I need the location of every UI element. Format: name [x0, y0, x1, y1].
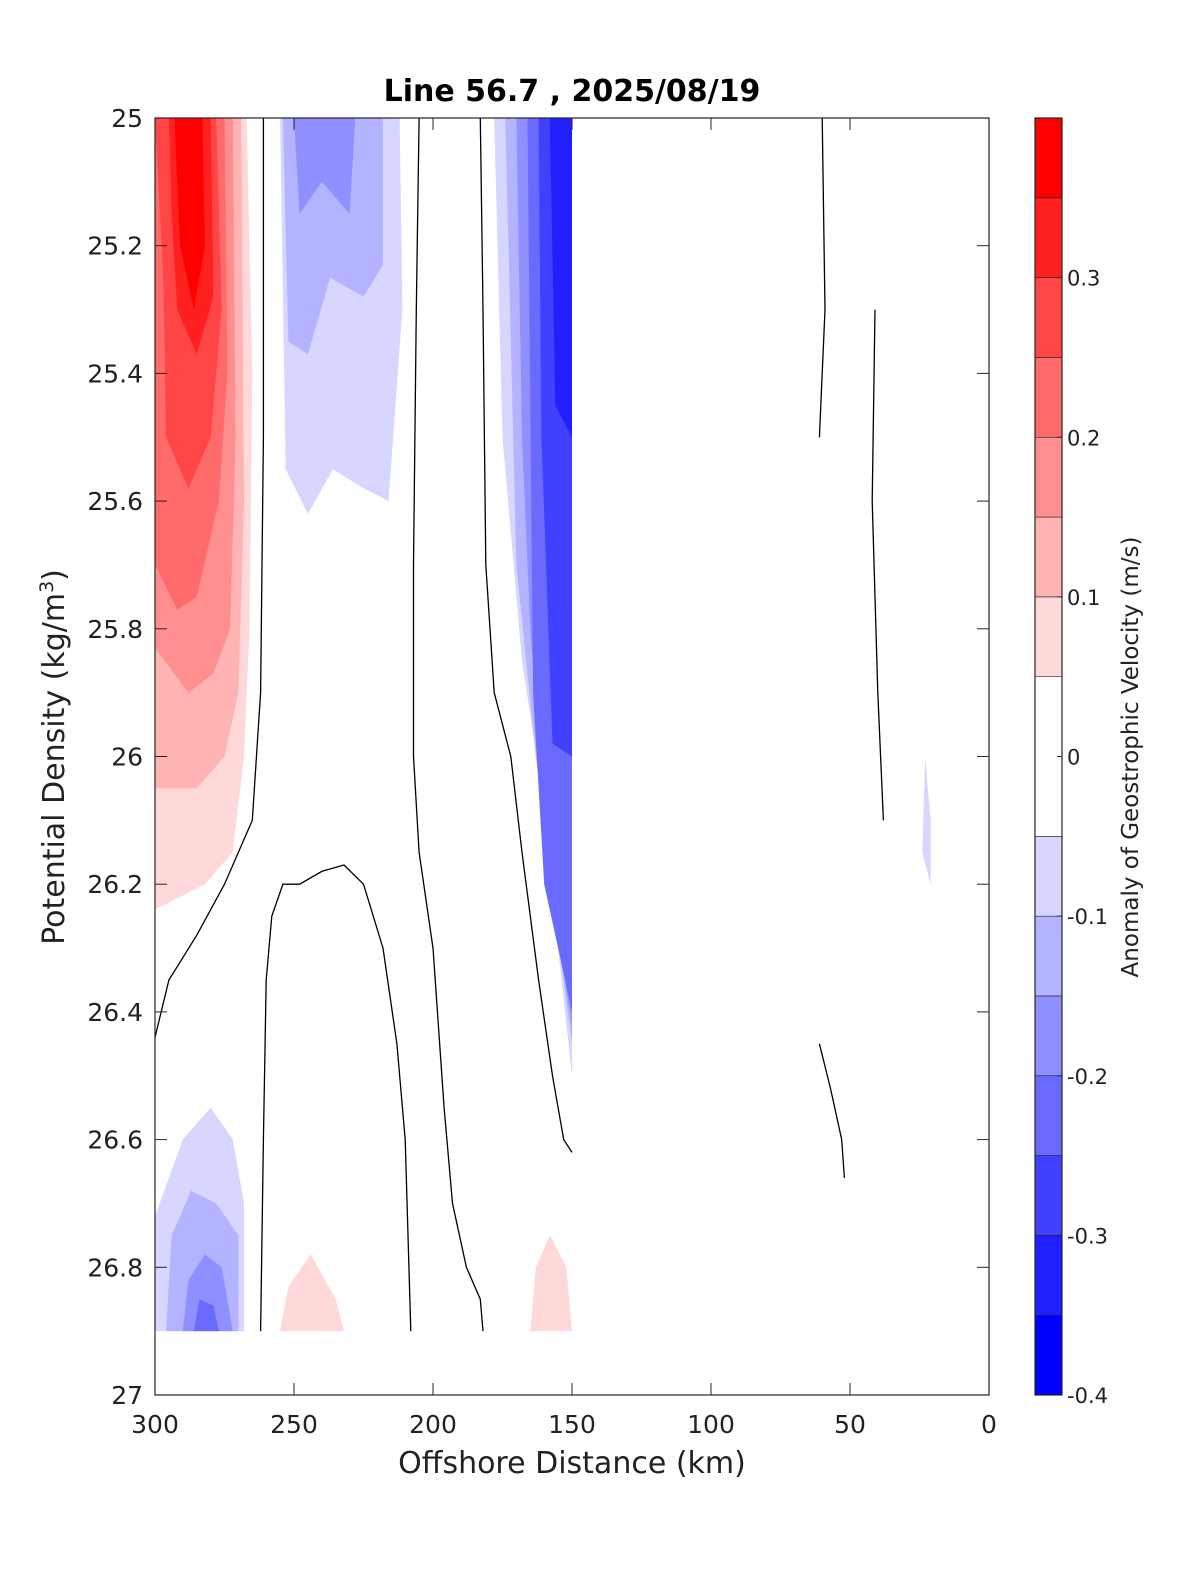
colorbar-tick-label: 0 [1067, 746, 1080, 770]
y-tick-label: 26.2 [87, 870, 143, 899]
y-axis-label-close: ) [37, 569, 72, 581]
colorbar-swatch [1034, 995, 1063, 1077]
colorbar-swatch [1034, 277, 1063, 358]
plot-area: 300 250 200 150 100 50 0 25 25.2 25.4 25.6 25.8 26 2… [87, 104, 997, 1439]
colorbar-tick-label: -0.2 [1067, 1065, 1108, 1089]
colorbar-swatch [1034, 1314, 1063, 1396]
chart-title: Line 56.7 , 2025/08/19 [384, 74, 761, 109]
colorbar-label: Anomaly of Geostrophic Velocity (m/s) [1118, 537, 1144, 978]
y-tick-label: 27 [111, 1381, 143, 1410]
colorbar-tick-label: -0.3 [1067, 1224, 1108, 1248]
y-axis-label-superscript: 3 [36, 581, 58, 593]
y-tick-label: 26.6 [87, 1126, 143, 1155]
filled-contour-region-25 [280, 1254, 344, 1332]
colorbar-swatch [1034, 915, 1063, 997]
x-tick-label: 250 [270, 1410, 318, 1439]
filled-contour-region-6 [174, 118, 205, 310]
colorbar-swatch [1034, 357, 1063, 438]
zero-contour-line-4 [818, 118, 826, 438]
x-tick-label: 0 [981, 1410, 997, 1439]
x-tick-label: 50 [834, 1410, 866, 1439]
zero-contour-line-1 [259, 864, 412, 1332]
y-tick-label: 25.8 [87, 615, 143, 644]
filled-contour-region-10 [294, 118, 356, 214]
colorbar-swatch [1034, 436, 1063, 518]
y-tick-label: 26.8 [87, 1253, 143, 1282]
colorbar-swatch [1034, 1155, 1063, 1236]
colorbar: -0.4 -0.3 -0.2 -0.1 0 0.1 0.2 0.3 Anomaly of Ge… [1034, 117, 1144, 1408]
colorbar-swatch [1034, 1235, 1063, 1316]
y-tick-label: 25.2 [87, 232, 143, 261]
colorbar-tick-label: -0.4 [1067, 1384, 1108, 1408]
filled-contour-region-26 [483, 948, 572, 1332]
colorbar-swatch [1034, 1075, 1063, 1156]
x-tick-label: 150 [548, 1410, 596, 1439]
y-tick-label: 25 [111, 104, 143, 133]
filled-contour-region-29 [897, 469, 934, 885]
x-tick-label: 300 [131, 1410, 179, 1439]
colorbar-swatch [1034, 117, 1063, 199]
y-tick-label: 26 [111, 743, 143, 772]
colorbar-swatch [1034, 516, 1063, 598]
filled-contour-region-28 [825, 501, 862, 865]
colorbar-swatch [1034, 197, 1063, 278]
zero-contour-line-6 [818, 1043, 846, 1178]
filled-contour-region-23 [193, 1299, 219, 1332]
zero-contour-line-5 [871, 309, 885, 821]
x-tick-label: 200 [409, 1410, 457, 1439]
filled-contour-region-24 [266, 1088, 389, 1332]
colorbar-tick-label: 0.3 [1067, 267, 1100, 291]
x-tick-label: 100 [687, 1410, 735, 1439]
zero-contour-line-0 [155, 118, 265, 1038]
x-axis-label: Offshore Distance (km) [398, 1446, 746, 1481]
filled-contour-region-22 [182, 1254, 233, 1332]
zero-contour-line-2 [412, 118, 484, 1332]
filled-contour-region-27 [530, 1235, 572, 1332]
y-tick-label: 25.4 [87, 359, 143, 388]
y-tick-label: 26.4 [87, 998, 143, 1027]
colorbar-tick-label: 0.2 [1067, 426, 1100, 450]
colorbar-swatch [1034, 836, 1063, 917]
y-axis-label-main: Potential Density (kg/m [37, 593, 72, 945]
filled-contour-region-30 [922, 756, 931, 885]
colorbar-tick-label: 0.1 [1067, 586, 1100, 610]
filled-contour-region-11 [452, 118, 467, 457]
y-axis-label: Potential Density (kg/m3) [36, 569, 72, 945]
y-tick-label: 25.6 [87, 487, 143, 516]
filled-contour-region-18 [549, 118, 572, 438]
zero-contour-line-3 [479, 118, 573, 1153]
colorbar-tick-label: -0.1 [1067, 905, 1108, 929]
colorbar-swatch [1034, 596, 1063, 677]
